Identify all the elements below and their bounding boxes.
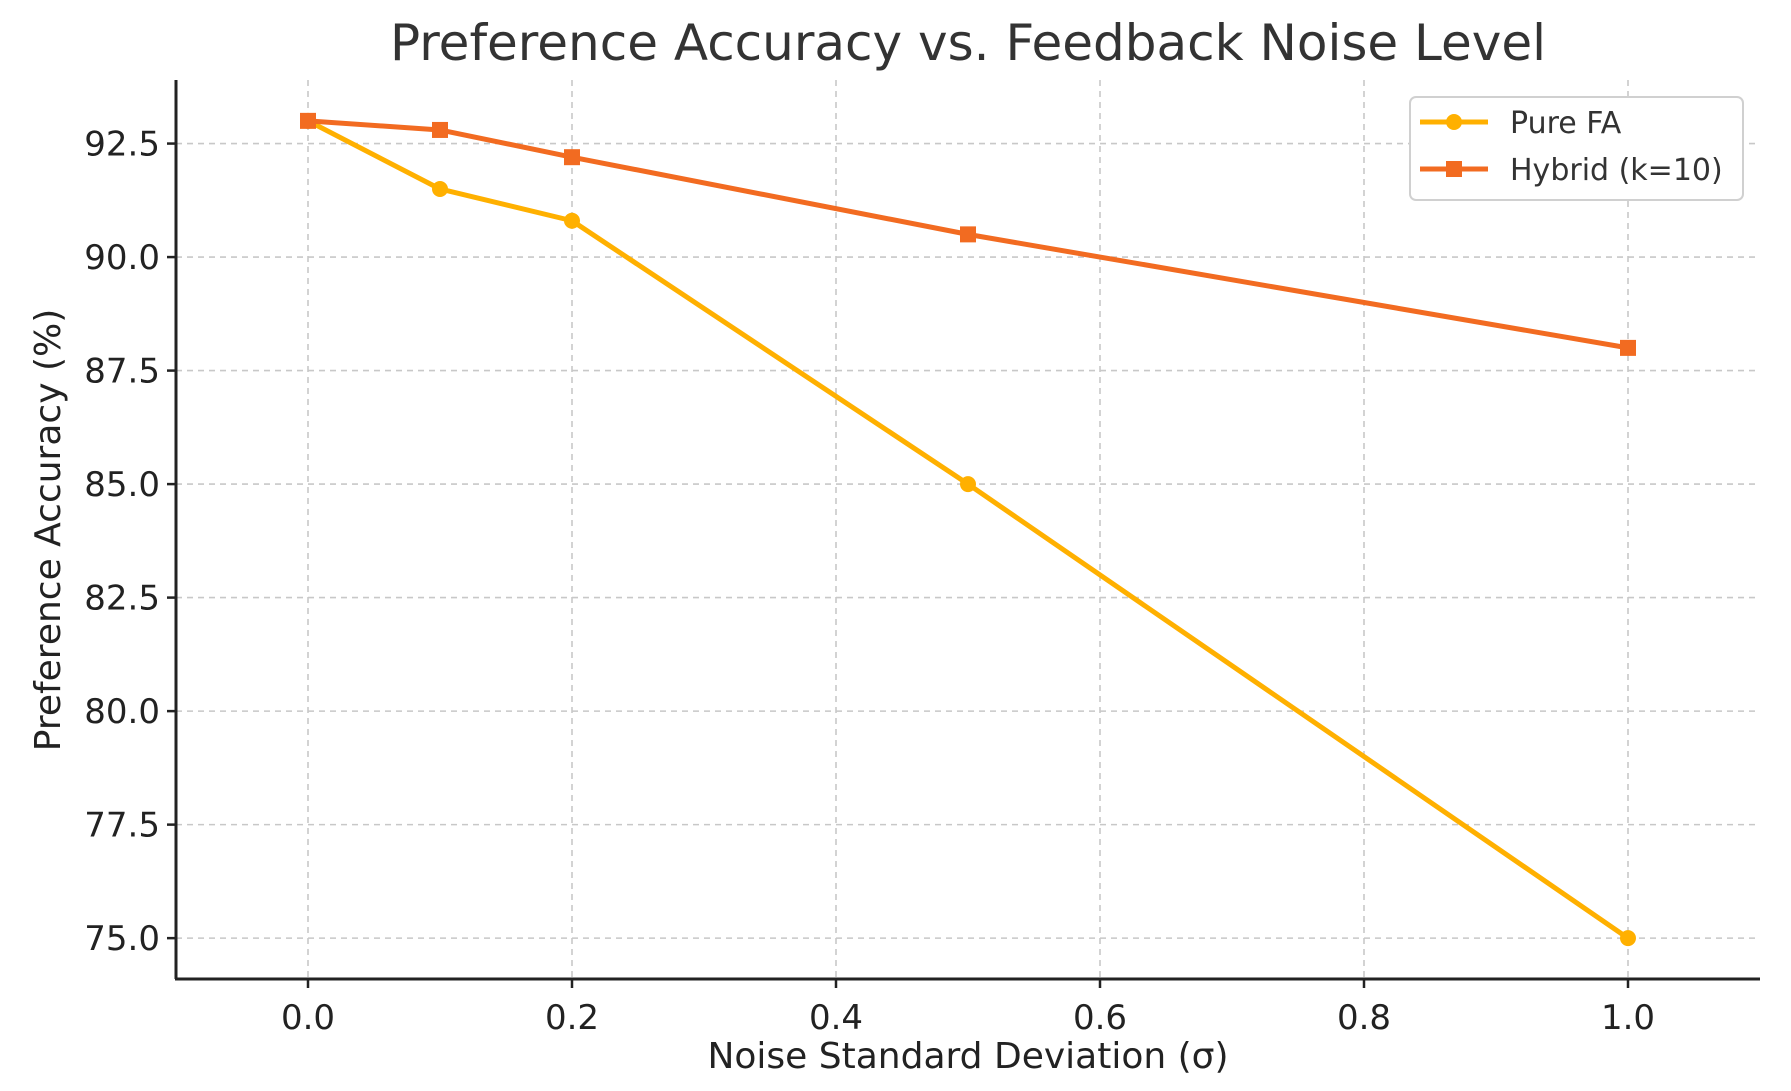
- x-axis-label: Noise Standard Deviation (σ): [707, 1036, 1228, 1077]
- data-point-pure-fa: [1620, 930, 1636, 947]
- legend-label-pure-fa: Pure FA: [1510, 106, 1622, 141]
- y-tick-label: 77.5: [84, 806, 160, 846]
- data-point-pure-fa: [960, 476, 976, 493]
- legend-marker-pure-fa: [1446, 114, 1462, 130]
- legend-marker-hybrid: [1446, 161, 1462, 177]
- legend: Pure FA Hybrid (k=10): [1409, 96, 1744, 201]
- grid: [176, 80, 1760, 979]
- data-point-pure-fa: [564, 212, 580, 229]
- legend-label-hybrid: Hybrid (k=10): [1510, 153, 1723, 188]
- y-tick-label: 75.0: [84, 919, 160, 959]
- y-tick-label: 82.5: [84, 579, 160, 619]
- data-point-hybrid-k-10: [1620, 339, 1636, 356]
- y-tick-label: 80.0: [84, 692, 160, 732]
- y-axis-label: Preference Accuracy (%): [28, 309, 69, 752]
- data-point-hybrid-k-10: [300, 112, 316, 129]
- data-point-hybrid-k-10: [960, 226, 976, 243]
- y-tick-label: 92.5: [84, 125, 160, 165]
- y-tick-label: 85.0: [84, 465, 160, 505]
- y-tick-label: 90.0: [84, 238, 160, 278]
- data-point-hybrid-k-10: [432, 121, 448, 138]
- x-tick-label: 1.0: [1601, 998, 1655, 1038]
- x-tick-label: 0.2: [545, 998, 599, 1038]
- x-tick-label: 0.6: [1073, 998, 1127, 1038]
- x-tick-label: 0.0: [281, 998, 335, 1038]
- plot-series: [300, 112, 1636, 947]
- x-tick-label: 0.4: [809, 998, 863, 1038]
- legend-box: [1409, 96, 1744, 201]
- x-tick-label: 0.8: [1337, 998, 1391, 1038]
- series-line-pure-fa: [305, 118, 1631, 941]
- axis-ticks: 0.0 0.2 0.4 0.6 0.8 1.0 75.0 77.5 80.0 82.5 85.0 87…: [84, 125, 1655, 1038]
- chart-title: Preference Accuracy vs. Feedback Noise L…: [390, 14, 1546, 72]
- data-point-pure-fa: [432, 180, 448, 197]
- data-point-hybrid-k-10: [564, 149, 580, 166]
- y-tick-label: 87.5: [84, 352, 160, 392]
